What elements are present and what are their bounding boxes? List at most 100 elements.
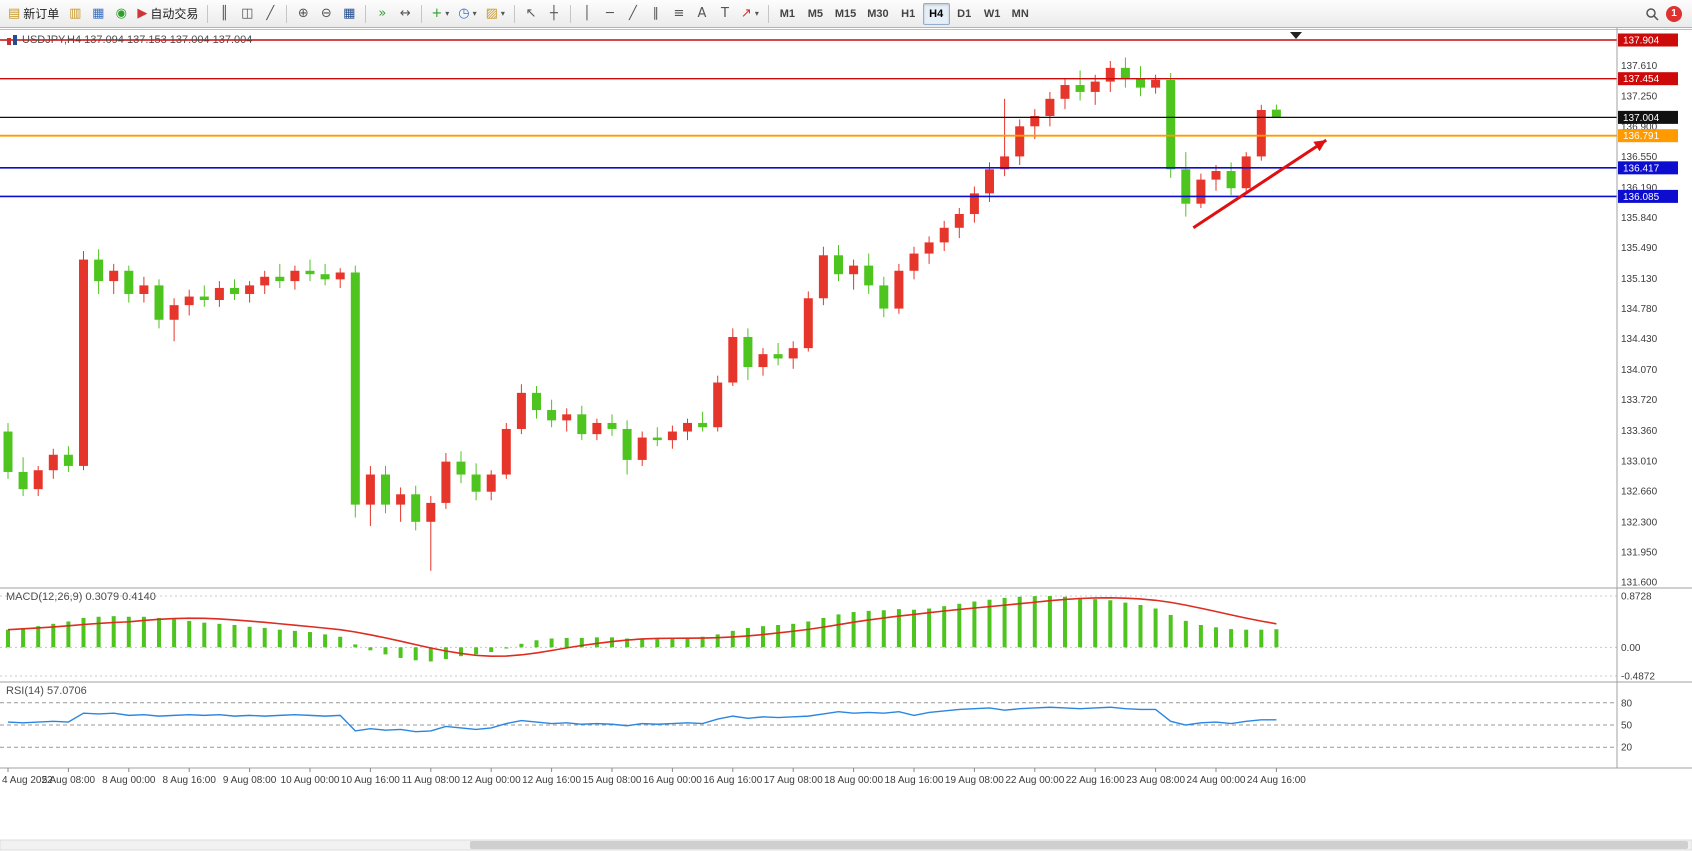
candle xyxy=(532,385,541,419)
hlines-layer[interactable] xyxy=(0,39,1617,198)
svg-text:80: 80 xyxy=(1621,698,1633,709)
rsi-line xyxy=(7,706,1277,733)
candle xyxy=(1181,152,1191,217)
candle xyxy=(381,465,390,514)
candle xyxy=(667,425,677,449)
chart-canvas[interactable]: 137.610 137.250 136.900 136.550 136.190 135.8… xyxy=(0,28,1692,851)
svg-text:0.00: 0.00 xyxy=(1621,643,1641,654)
svg-text:24 Aug 16:00: 24 Aug 16:00 xyxy=(1247,775,1306,786)
crosshair-button[interactable]: ┼ xyxy=(543,3,565,25)
candle xyxy=(79,250,88,471)
candle xyxy=(154,279,164,329)
shapes-button[interactable]: ↗ ▾ xyxy=(737,3,763,25)
candle xyxy=(969,186,979,223)
arrow-head-icon xyxy=(1313,140,1327,152)
svg-text:20: 20 xyxy=(1621,743,1633,754)
vertical-line-button[interactable]: │ xyxy=(576,3,598,25)
candle xyxy=(63,446,73,472)
timeframe-m30-button[interactable]: M30 xyxy=(862,3,893,25)
line-chart-button[interactable]: ╱ xyxy=(259,3,281,25)
candle xyxy=(728,328,738,386)
timeframe-d1-button[interactable]: D1 xyxy=(951,3,978,25)
candle xyxy=(1000,98,1010,177)
svg-text:135.130: 135.130 xyxy=(1621,274,1658,285)
timeframe-m5-button[interactable]: M5 xyxy=(802,3,829,25)
text-tool-button[interactable]: A xyxy=(691,3,713,25)
price-axis[interactable]: 137.610 137.250 136.900 136.550 136.190 135.8… xyxy=(1616,28,1678,768)
trend-arrow[interactable] xyxy=(1192,138,1328,230)
svg-text:135.490: 135.490 xyxy=(1621,243,1658,254)
templates-icon: ▨ xyxy=(485,6,498,21)
auto-scroll-button[interactable]: » xyxy=(371,3,393,25)
svg-text:134.780: 134.780 xyxy=(1621,304,1658,315)
autotrade-button[interactable]: ▶ 自动交易 xyxy=(133,3,202,25)
candle xyxy=(683,418,692,441)
trendline-button[interactable]: ╱ xyxy=(622,3,644,25)
chevron-down-icon: ▾ xyxy=(754,9,759,18)
price-badge xyxy=(1618,33,1678,47)
svg-text:17 Aug 08:00: 17 Aug 08:00 xyxy=(764,775,823,786)
svg-text:16 Aug 16:00: 16 Aug 16:00 xyxy=(703,775,762,786)
horizontal-line-button[interactable]: ─ xyxy=(599,3,621,25)
candle xyxy=(652,427,662,447)
indicators-button[interactable]: + ▾ xyxy=(427,3,453,25)
h-scrollbar-thumb[interactable] xyxy=(470,841,1688,849)
notification-badge[interactable]: 1 xyxy=(1666,5,1682,22)
toolbar-separator xyxy=(513,4,515,23)
macd-indicator-label: MACD(12,26,9) 0.3079 0.4140 xyxy=(6,591,156,603)
candle xyxy=(879,276,889,318)
trendline-icon: ╱ xyxy=(629,6,637,21)
tile-windows-icon: ▦ xyxy=(343,6,356,21)
cursor-button[interactable]: ↖ xyxy=(520,3,542,25)
timeframe-m1-button[interactable]: M1 xyxy=(774,3,801,25)
svg-text:4 Aug 2022: 4 Aug 2022 xyxy=(2,775,53,786)
rsi-indicator-label: RSI(14) 57.0706 xyxy=(6,685,87,697)
timeframe-h1-button[interactable]: H1 xyxy=(895,3,922,25)
timeframe-m15-button[interactable]: M15 xyxy=(830,3,861,25)
candle xyxy=(426,496,436,571)
candle xyxy=(471,463,481,501)
candle xyxy=(396,487,406,522)
clock-icon: ◷ xyxy=(458,6,470,21)
candle xyxy=(909,246,919,280)
fibonacci-button[interactable]: ≡ xyxy=(668,3,690,25)
data-window-button[interactable]: ▦ xyxy=(87,3,109,25)
market-watch-button[interactable]: ▥ xyxy=(64,3,86,25)
svg-text:134.070: 134.070 xyxy=(1621,365,1658,376)
timeframe-w1-button[interactable]: W1 xyxy=(979,3,1006,25)
templates-button[interactable]: ▨ ▾ xyxy=(482,3,509,25)
bar-chart-button[interactable]: ║ xyxy=(213,3,235,25)
candle xyxy=(486,470,496,501)
candle xyxy=(788,341,798,369)
candle xyxy=(592,418,602,441)
svg-text:-0.4872: -0.4872 xyxy=(1621,672,1655,683)
candle xyxy=(305,259,315,282)
tile-windows-button[interactable]: ▦ xyxy=(338,3,360,25)
zoom-in-button[interactable]: ⊕ xyxy=(292,3,314,25)
navigator-button[interactable]: ◉ xyxy=(110,3,132,25)
periods-button[interactable]: ◷ ▾ xyxy=(454,3,480,25)
label-tool-button[interactable]: T xyxy=(714,3,736,25)
chart-shift-marker[interactable] xyxy=(1290,32,1302,39)
timeframe-group: M1 M5 M15 M30 H1 H4 D1 W1 MN xyxy=(774,2,1034,25)
channel-button[interactable]: ∥ xyxy=(645,3,667,25)
timeframe-h4-button[interactable]: H4 xyxy=(922,2,950,25)
vertical-line-icon: │ xyxy=(583,6,591,21)
candle xyxy=(3,422,13,479)
search-button[interactable] xyxy=(1641,3,1663,25)
price-badge xyxy=(1618,189,1678,203)
horizontal-line-icon: ─ xyxy=(606,6,614,21)
candle xyxy=(1060,79,1070,110)
candle xyxy=(1075,70,1085,101)
label-icon: T xyxy=(720,6,729,21)
timeframe-mn-button[interactable]: MN xyxy=(1007,3,1034,25)
candle xyxy=(94,249,104,294)
zoom-out-button[interactable]: ⊖ xyxy=(315,3,337,25)
chart-shift-icon: ↔ xyxy=(399,6,411,21)
candle xyxy=(562,408,572,432)
candle-chart-button[interactable]: ◫ xyxy=(236,3,258,25)
new-order-button[interactable]: ▤ 新订单 xyxy=(4,3,63,25)
svg-text:8 Aug 00:00: 8 Aug 00:00 xyxy=(102,775,156,786)
chart-shift-button[interactable]: ↔ xyxy=(394,3,416,25)
